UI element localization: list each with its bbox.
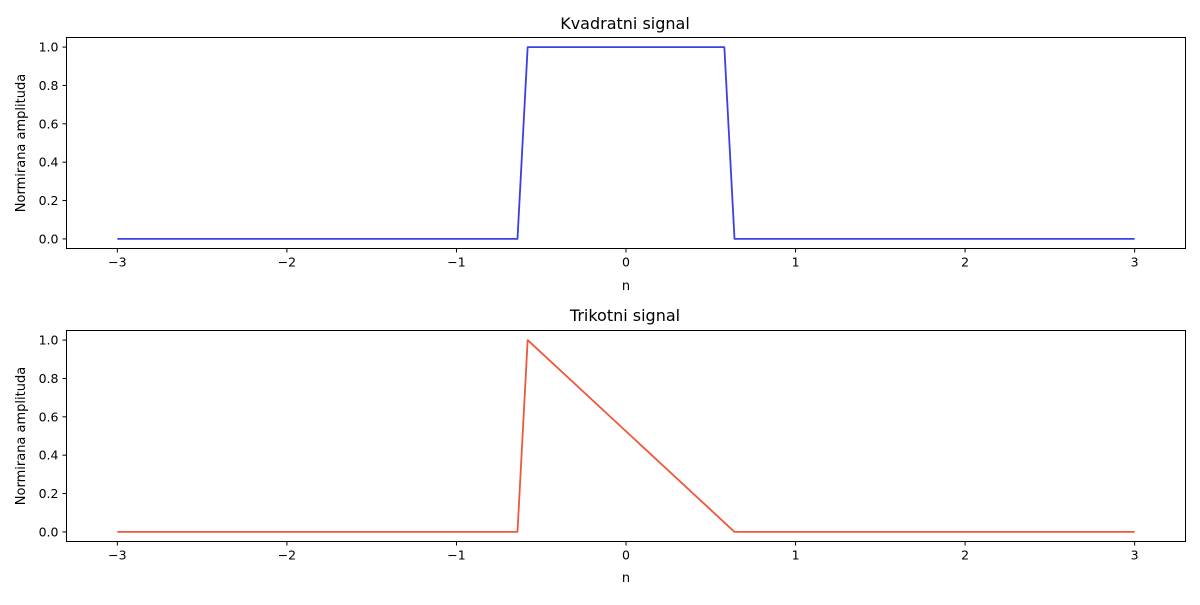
x-tick-label: −1 xyxy=(447,255,465,270)
y-tick-label: 0.8 xyxy=(39,371,59,386)
y-tick-label: 0.4 xyxy=(39,448,59,463)
subplot-square-signal: Kvadratni signal −3 −2 −1 0 1 2 3 0.0 0.2 0.4 0.6 0… xyxy=(14,14,1186,294)
chart-title: Trikotni signal xyxy=(569,306,680,325)
x-tick-label: 1 xyxy=(792,255,800,270)
y-tick-label: 0.6 xyxy=(39,116,59,131)
y-tick-label: 0.2 xyxy=(39,486,59,501)
x-axis-label: n xyxy=(622,571,630,586)
axes-frame xyxy=(66,37,1186,249)
y-tick-label: 1.0 xyxy=(39,40,59,55)
series-line xyxy=(117,339,1135,533)
y-tick-label: 0.4 xyxy=(39,155,59,170)
y-axis-label: Normirana amplituda xyxy=(14,367,29,505)
y-tick-label: 0.8 xyxy=(39,78,59,93)
y-tick-label: 0.2 xyxy=(39,193,59,208)
axis-ticks: −3 −2 −1 0 1 2 3 0.0 0.2 0.4 0.6 0.8 1.0 xyxy=(39,40,1139,270)
x-tick-label: −3 xyxy=(108,255,126,270)
subplot-triangle-signal: Trikotni signal −3 −2 −1 0 1 2 3 0.0 0.2 0.4 0.6 0.… xyxy=(14,306,1186,586)
x-tick-label: −2 xyxy=(278,548,296,563)
y-tick-label: 0.6 xyxy=(39,409,59,424)
plot-area xyxy=(117,339,1135,533)
axis-ticks: −3 −2 −1 0 1 2 3 0.0 0.2 0.4 0.6 0.8 1.0 xyxy=(39,333,1139,563)
y-tick-label: 0.0 xyxy=(39,231,59,246)
x-tick-label: −1 xyxy=(447,548,465,563)
plot-area xyxy=(117,46,1135,240)
x-tick-label: 0 xyxy=(622,255,630,270)
x-tick-label: 1 xyxy=(792,548,800,563)
y-tick-label: 0.0 xyxy=(39,524,59,539)
x-tick-label: −3 xyxy=(108,548,126,563)
x-tick-label: 3 xyxy=(1131,255,1139,270)
series-line xyxy=(117,46,1135,240)
x-tick-label: 2 xyxy=(961,548,969,563)
y-tick-label: 1.0 xyxy=(39,333,59,348)
x-tick-label: 2 xyxy=(961,255,969,270)
x-tick-label: 0 xyxy=(622,548,630,563)
y-axis-label: Normirana amplituda xyxy=(14,74,29,212)
chart-title: Kvadratni signal xyxy=(560,14,690,33)
x-tick-label: −2 xyxy=(278,255,296,270)
x-axis-label: n xyxy=(622,279,630,294)
x-tick-label: 3 xyxy=(1131,548,1139,563)
axes-frame xyxy=(66,330,1186,542)
